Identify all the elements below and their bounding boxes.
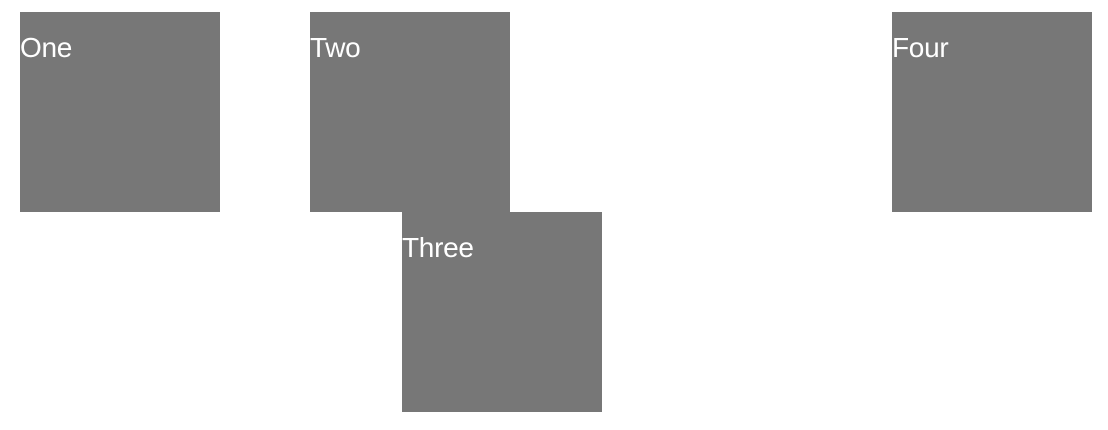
box-four-label: Four: [892, 32, 949, 63]
box-one: One: [20, 12, 220, 212]
box-two: Two: [310, 12, 510, 212]
box-three-label: Three: [402, 232, 474, 263]
box-one-label: One: [20, 32, 73, 63]
box-four: Four: [892, 12, 1092, 212]
box-three: Three: [402, 212, 602, 412]
box-two-label: Two: [310, 32, 361, 63]
